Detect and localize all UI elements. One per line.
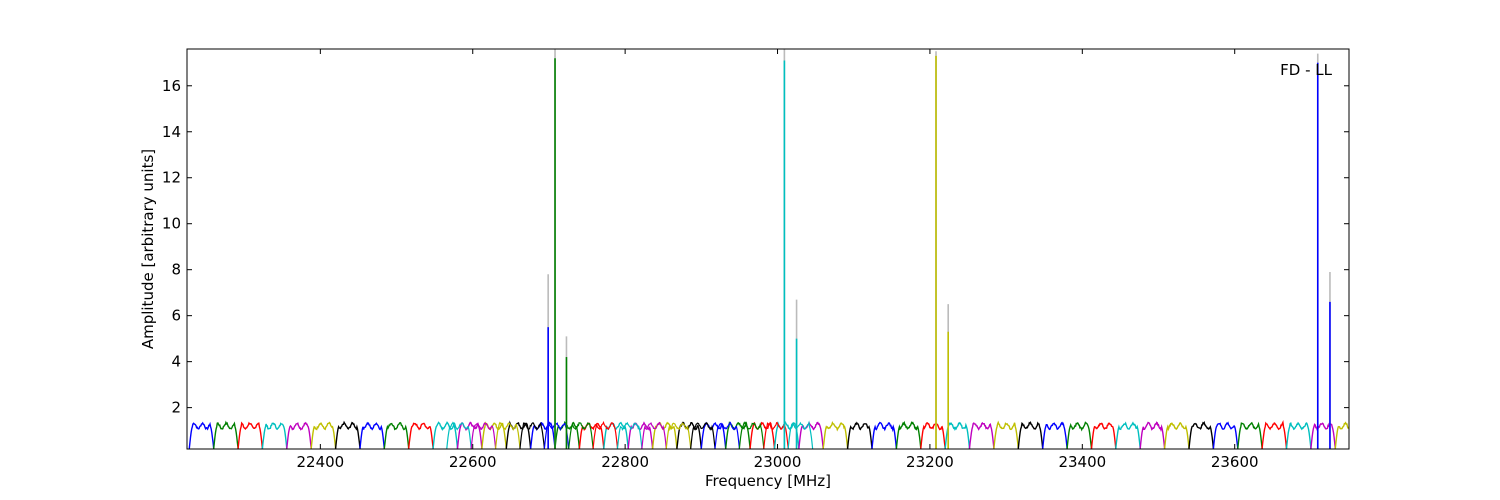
band-series-line: [310, 421, 337, 449]
y-tick-label: 8: [171, 261, 181, 279]
plot-frame: [186, 48, 1350, 450]
overlap-band-series-line: [568, 422, 594, 449]
band-series-line: [1115, 421, 1141, 449]
y-tick-label: 10: [162, 215, 181, 233]
band-series-line: [1334, 421, 1349, 449]
band-series-line: [1066, 421, 1093, 449]
band-series-line: [1163, 422, 1190, 449]
x-axis-ticks: 22400 22600 22800 23000 23200 23400 23600: [296, 49, 1259, 471]
y-tick-label: 4: [171, 353, 181, 371]
x-tick-label: 22800: [601, 453, 649, 471]
band-series-line: [334, 420, 361, 449]
band-series-line: [1042, 421, 1068, 449]
overlap-band-series-line: [665, 422, 692, 449]
y-tick-label: 12: [162, 169, 181, 187]
x-tick-label: 22600: [449, 453, 497, 471]
band-series-line: [1310, 422, 1336, 449]
x-tick-label: 22400: [296, 453, 344, 471]
x-tick-label: 23400: [1058, 453, 1106, 471]
overlap-band-series-line: [738, 421, 765, 449]
band-series-line: [895, 420, 922, 449]
band-series-line: [1237, 421, 1263, 449]
band-series-line: [188, 421, 215, 449]
band-series-line: [944, 421, 971, 449]
band-series-line: [871, 421, 898, 449]
x-tick-label: 23000: [754, 453, 802, 471]
band-series-line: [213, 420, 239, 449]
band-series-line: [749, 421, 776, 449]
band-series-line: [286, 421, 312, 449]
x-tick-label: 23600: [1211, 453, 1259, 471]
overlap-band-series-line: [519, 421, 545, 449]
band-series-line: [1090, 422, 1117, 449]
band-series-line: [1212, 421, 1239, 449]
band-series-line: [1261, 420, 1288, 449]
band-series-line: [1285, 421, 1312, 449]
overlap-band-series-line: [787, 420, 814, 449]
y-axis-ticks: 2 4 6 8 10 12 14 16: [162, 77, 1349, 417]
band-series-line: [261, 422, 288, 449]
band-series-line: [408, 422, 434, 449]
x-tick-label: 23200: [906, 453, 954, 471]
plot-annotation: FD - LL: [1280, 61, 1332, 79]
y-axis-label: Amplitude [arbitrary units]: [139, 149, 157, 349]
band-series-line: [383, 421, 410, 449]
overlap-band-series-line: [495, 421, 521, 449]
overlap-band-series-line: [641, 421, 667, 449]
overlap-band-series-line: [446, 421, 472, 449]
band-series-line: [920, 422, 946, 449]
band-series-line: [1139, 421, 1166, 449]
y-tick-label: 14: [162, 123, 181, 141]
band-series-layer: [188, 420, 1349, 449]
overlap-band-series-line: [470, 422, 497, 449]
overlap-band-series-line: [690, 422, 716, 449]
overlap-band-series-line: [592, 420, 619, 449]
band-series-line: [1017, 420, 1044, 449]
y-tick-label: 6: [171, 307, 181, 325]
overlap-band-series-line: [714, 421, 740, 449]
band-series-line: [237, 421, 264, 449]
band-series-line: [846, 421, 873, 449]
band-series-line: [432, 421, 459, 449]
peak-series-layer: [547, 49, 1331, 449]
band-series-line: [968, 421, 995, 449]
band-series-line: [1188, 420, 1215, 449]
y-tick-label: 16: [162, 77, 181, 95]
band-series-line: [993, 420, 1019, 449]
band-series-line: [700, 421, 727, 449]
band-series-line: [822, 421, 849, 449]
overlap-band-series-line: [616, 421, 643, 449]
y-tick-label: 2: [171, 399, 181, 417]
band-series-line: [359, 421, 385, 449]
x-axis-label: Frequency [MHz]: [705, 472, 831, 490]
